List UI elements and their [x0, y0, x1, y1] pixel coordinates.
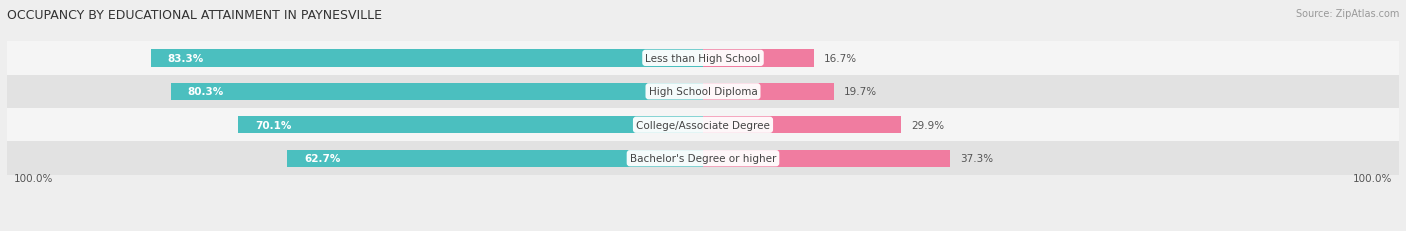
- Text: 70.1%: 70.1%: [254, 120, 291, 130]
- Text: College/Associate Degree: College/Associate Degree: [636, 120, 770, 130]
- Bar: [7, 75, 1399, 109]
- Bar: [239, 117, 703, 134]
- Bar: [703, 117, 901, 134]
- Bar: [7, 109, 1399, 142]
- Bar: [703, 50, 814, 67]
- Bar: [150, 50, 703, 67]
- Text: 37.3%: 37.3%: [960, 154, 993, 164]
- Text: Less than High School: Less than High School: [645, 54, 761, 64]
- Bar: [7, 142, 1399, 175]
- Bar: [703, 150, 950, 167]
- Text: 80.3%: 80.3%: [187, 87, 224, 97]
- Bar: [287, 150, 703, 167]
- Text: 16.7%: 16.7%: [824, 54, 856, 64]
- Text: OCCUPANCY BY EDUCATIONAL ATTAINMENT IN PAYNESVILLE: OCCUPANCY BY EDUCATIONAL ATTAINMENT IN P…: [7, 9, 382, 22]
- Text: 100.0%: 100.0%: [14, 173, 53, 183]
- Text: 29.9%: 29.9%: [911, 120, 945, 130]
- Text: 62.7%: 62.7%: [304, 154, 340, 164]
- Text: Bachelor's Degree or higher: Bachelor's Degree or higher: [630, 154, 776, 164]
- Text: Source: ZipAtlas.com: Source: ZipAtlas.com: [1295, 9, 1399, 19]
- Text: 19.7%: 19.7%: [844, 87, 877, 97]
- Bar: [170, 83, 703, 100]
- Text: 83.3%: 83.3%: [167, 54, 204, 64]
- Text: High School Diploma: High School Diploma: [648, 87, 758, 97]
- Bar: [7, 42, 1399, 75]
- Bar: [703, 83, 834, 100]
- Text: 100.0%: 100.0%: [1353, 173, 1392, 183]
